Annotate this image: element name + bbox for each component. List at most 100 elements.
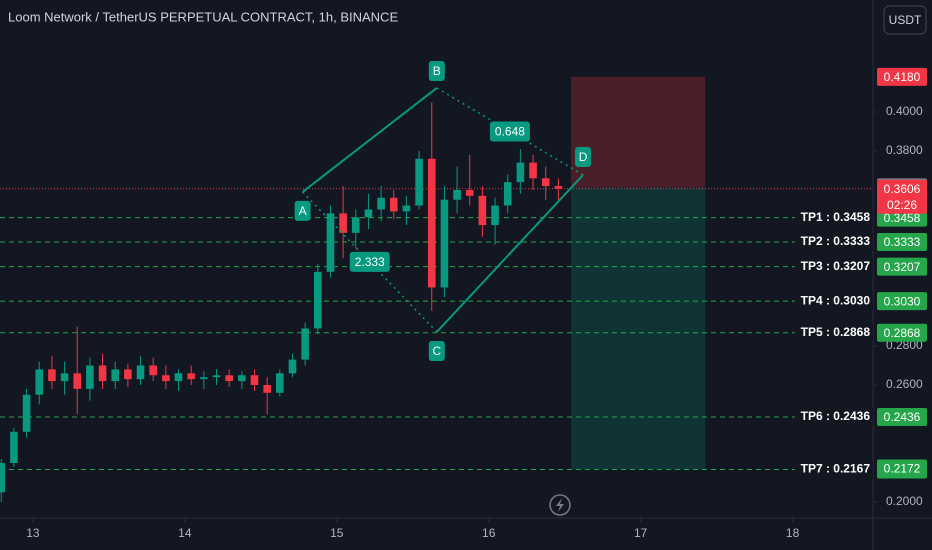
candle-body — [187, 373, 195, 380]
tp-label-bg — [795, 233, 873, 252]
candle-body — [136, 365, 145, 380]
candle-body — [288, 359, 297, 374]
candle-body — [427, 158, 436, 288]
countdown-label: 02:26 — [887, 198, 917, 212]
tp-price-tag-label: 0.2868 — [884, 326, 921, 340]
x-tick-label: 16 — [482, 526, 496, 540]
tp-label: TP3 : 0.3207 — [801, 259, 871, 273]
x-tick-label: 17 — [634, 526, 648, 540]
candle-body — [174, 373, 183, 382]
pattern-leg — [301, 87, 438, 193]
pattern-point-box — [428, 340, 445, 361]
tp-label-bg — [795, 460, 873, 479]
pattern-layer: A B C D 2.333 0.648 — [294, 60, 592, 361]
candle-body — [351, 217, 360, 233]
tp-price-tag-label: 0.2436 — [884, 410, 921, 424]
tp-label-bg — [795, 208, 873, 227]
candle-body — [212, 375, 221, 378]
pattern-point-box — [575, 146, 592, 167]
tp-label: TP5 : 0.2868 — [801, 325, 871, 339]
ratio-box — [489, 121, 530, 142]
lightning-icon[interactable] — [549, 494, 571, 516]
candle-body — [22, 394, 31, 432]
x-tick-label: 15 — [330, 526, 344, 540]
candle-body — [263, 384, 271, 393]
candle-body — [35, 369, 44, 395]
x-tick-label: 14 — [178, 526, 192, 540]
candle-body — [10, 431, 18, 464]
y-tick-label: 0.3800 — [886, 143, 923, 157]
tp-price-tag — [877, 292, 927, 311]
price-tag-label: 0.3606 — [884, 182, 921, 196]
tp-price-tag — [877, 407, 927, 426]
tp-label-bg — [795, 407, 873, 426]
target-zone — [571, 187, 706, 470]
pattern-point-label: D — [579, 150, 588, 164]
candle-body — [453, 189, 461, 200]
candle-body — [48, 369, 56, 382]
currency-button-frame[interactable] — [883, 5, 927, 35]
ratio-label: 2.333 — [355, 255, 385, 269]
background-layer — [571, 76, 706, 470]
candle-body — [98, 365, 107, 382]
candle-body — [276, 373, 284, 393]
candle-layer — [0, 102, 563, 503]
candle-body — [124, 369, 132, 380]
candle-body — [73, 373, 82, 389]
currency-button-label[interactable]: USDT — [889, 13, 922, 27]
price-tag-label: 0.4180 — [884, 70, 921, 84]
lightning-bolt[interactable] — [556, 498, 564, 512]
candle-body — [402, 205, 411, 212]
tp-price-tag-label: 0.3207 — [884, 260, 921, 274]
candle-body — [554, 186, 563, 189]
lightning-circle[interactable] — [549, 494, 571, 516]
stop-zone — [571, 76, 706, 188]
tp-price-tag — [877, 323, 927, 342]
candle-body — [314, 271, 322, 329]
candle-body — [415, 158, 423, 206]
tp-label: TP1 : 0.3458 — [801, 210, 871, 224]
x-tick-label: 13 — [26, 526, 40, 540]
candle-body — [149, 365, 158, 376]
candle-body — [377, 197, 385, 210]
candle-body — [339, 213, 347, 233]
price-tag — [877, 67, 927, 86]
candle-body — [162, 375, 170, 382]
candle-body — [516, 162, 525, 183]
candle-body — [225, 375, 233, 382]
candle-body — [364, 209, 373, 218]
currency-button[interactable]: USDT — [883, 5, 927, 35]
x-tick-label: 18 — [786, 526, 800, 540]
price-tag — [877, 179, 927, 214]
candle-body — [200, 377, 208, 380]
y-tick-label: 0.2000 — [886, 494, 923, 508]
candle-body — [86, 365, 94, 389]
price-tag — [877, 459, 927, 478]
chart-title: Loom Network / TetherUS PERPETUAL CONTRA… — [8, 9, 398, 24]
tp-price-tag-label: 0.3458 — [884, 211, 921, 225]
candle-body — [541, 178, 550, 187]
tag-layer: 0.3458 0.3333 0.3207 0.3030 0.2868 0.2436 0.21… — [877, 67, 927, 479]
candle-body — [440, 199, 449, 288]
candle-body — [238, 375, 246, 382]
candle-body — [529, 162, 537, 179]
candle-body — [301, 328, 309, 360]
candle-body — [491, 205, 499, 226]
price-tag-label: 0.2172 — [884, 462, 921, 476]
tp-label-bg — [795, 257, 873, 276]
tp-label-bg — [795, 292, 873, 311]
pattern-leg — [436, 174, 584, 333]
pattern-point-box — [428, 60, 445, 81]
candle-body — [465, 189, 474, 196]
level-layer: TP1 : 0.3458 TP2 : 0.3333 TP3 : 0.3207 TP4 … — [0, 188, 873, 479]
candle-body — [478, 195, 487, 226]
tp-label-bg — [795, 323, 873, 342]
tp-price-tag-label: 0.3333 — [884, 235, 921, 249]
tp-label: TP6 : 0.2436 — [801, 409, 871, 423]
candle-body — [503, 182, 512, 206]
pattern-point-label: A — [299, 204, 307, 218]
